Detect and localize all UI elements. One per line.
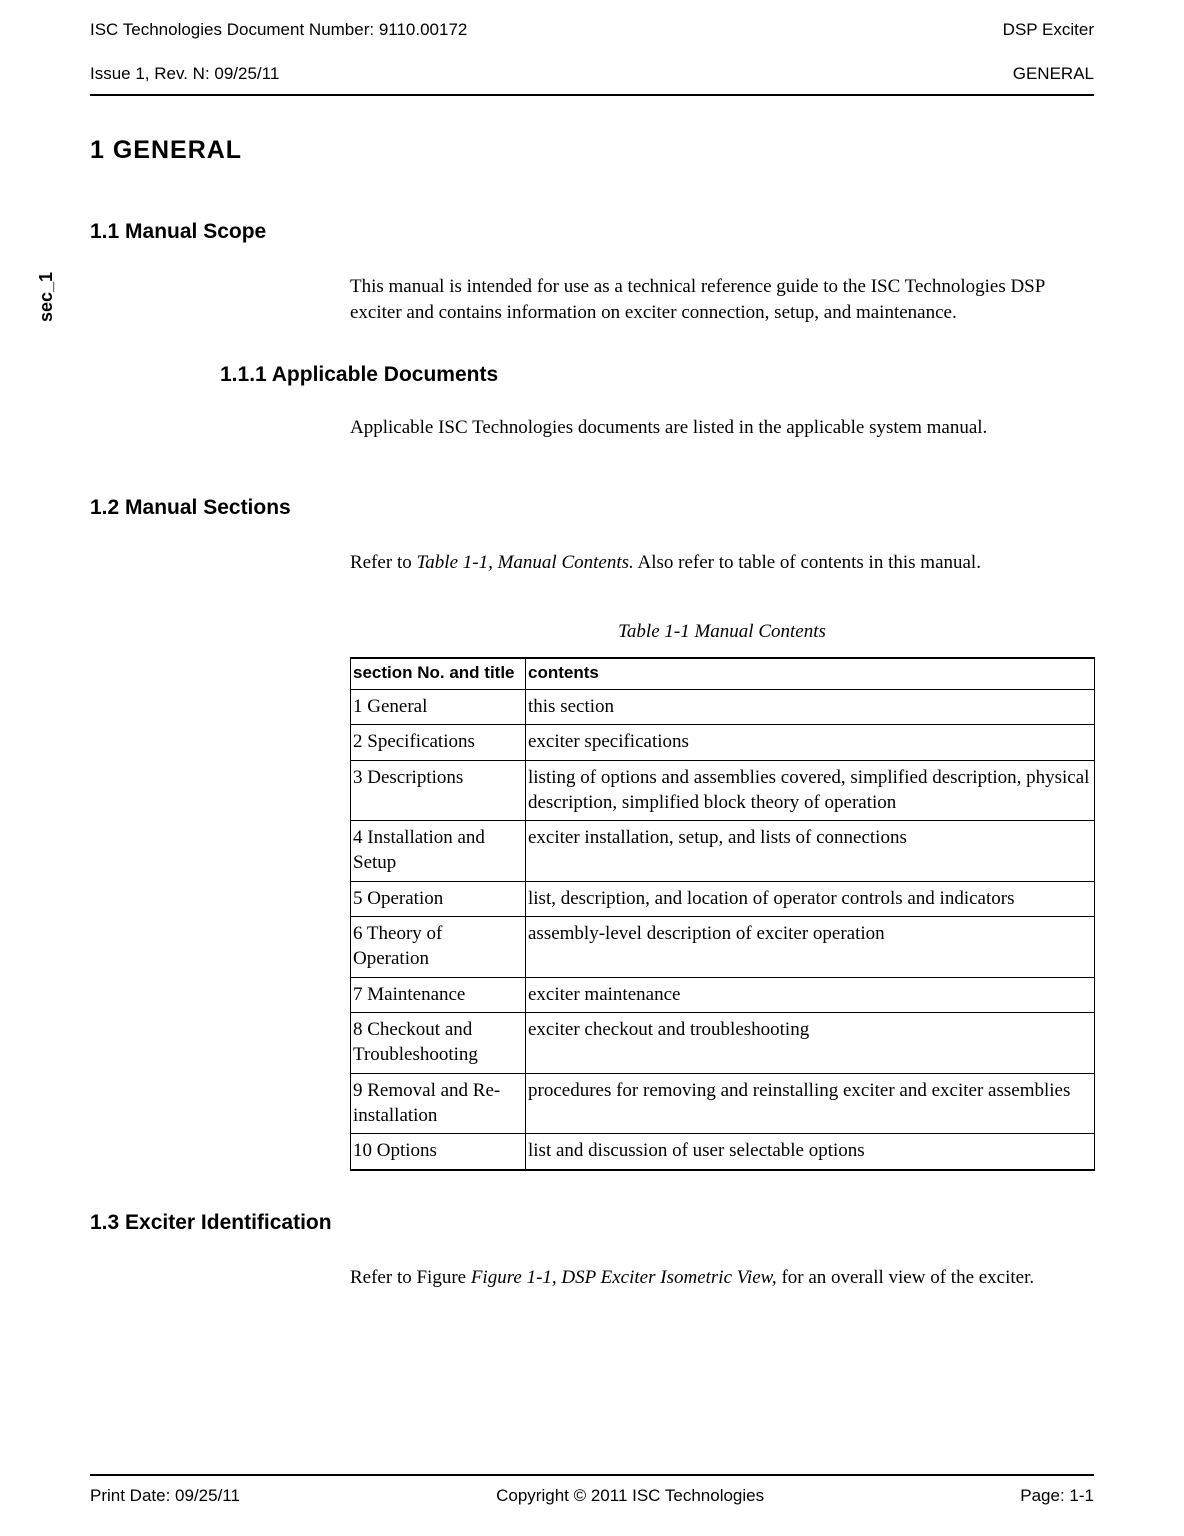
footer-page-number: Page: 1-1 bbox=[1020, 1486, 1094, 1506]
heading-1-3: 1.3 Exciter Identification bbox=[90, 1211, 1094, 1235]
cell-contents: listing of options and assemblies covere… bbox=[526, 760, 1095, 820]
table-caption: Table 1-1 Manual Contents bbox=[350, 621, 1094, 643]
cell-contents: list, description, and location of opera… bbox=[526, 881, 1095, 917]
cell-contents: assembly-level description of exciter op… bbox=[526, 917, 1095, 977]
col-header-section: section No. and title bbox=[351, 658, 526, 690]
table-row: 3 Descriptionslisting of options and ass… bbox=[351, 760, 1095, 820]
body-1-2-post: Also refer to table of contents in this … bbox=[634, 552, 981, 573]
heading-1-1: 1.1 Manual Scope bbox=[90, 220, 1094, 244]
page-footer: Print Date: 09/25/11 Copyright © 2011 IS… bbox=[90, 1474, 1094, 1506]
heading-1-2: 1.2 Manual Sections bbox=[90, 496, 1094, 520]
cell-contents: exciter maintenance bbox=[526, 977, 1095, 1013]
issue-rev: Issue 1, Rev. N: 09/25/11 bbox=[90, 64, 279, 84]
doc-number: ISC Technologies Document Number: 9110.0… bbox=[90, 20, 467, 40]
body-1-3-post: for an overall view of the exciter. bbox=[777, 1267, 1034, 1288]
cell-section: 8 Checkout and Troubleshooting bbox=[351, 1013, 526, 1073]
table-row: 1 Generalthis section bbox=[351, 689, 1095, 725]
manual-contents-table: section No. and title contents 1 General… bbox=[350, 657, 1095, 1171]
body-1-1: This manual is intended for use as a tec… bbox=[350, 274, 1094, 325]
section-header-name: GENERAL bbox=[1013, 64, 1094, 84]
cell-section: 6 Theory of Operation bbox=[351, 917, 526, 977]
table-row: 9 Removal and Re-installationprocedures … bbox=[351, 1073, 1095, 1133]
cell-section: 7 Maintenance bbox=[351, 977, 526, 1013]
col-header-contents: contents bbox=[526, 658, 1095, 690]
body-1-2-pre: Refer to bbox=[350, 552, 416, 573]
cell-contents: exciter installation, setup, and lists o… bbox=[526, 821, 1095, 881]
header-row-1: ISC Technologies Document Number: 9110.0… bbox=[90, 20, 1094, 46]
cell-section: 2 Specifications bbox=[351, 725, 526, 761]
cell-section: 3 Descriptions bbox=[351, 760, 526, 820]
table-row: 8 Checkout and Troubleshootingexciter ch… bbox=[351, 1013, 1095, 1073]
table-row: 6 Theory of Operationassembly-level desc… bbox=[351, 917, 1095, 977]
cell-section: 5 Operation bbox=[351, 881, 526, 917]
footer-copyright: Copyright © 2011 ISC Technologies bbox=[496, 1486, 764, 1506]
header-row-2: Issue 1, Rev. N: 09/25/11 GENERAL bbox=[90, 46, 1094, 96]
cell-contents: this section bbox=[526, 689, 1095, 725]
body-1-1-1: Applicable ISC Technologies documents ar… bbox=[350, 415, 1094, 441]
cell-contents: procedures for removing and reinstalling… bbox=[526, 1073, 1095, 1133]
table-ref-1-1: Table 1-1, Manual Contents. bbox=[416, 552, 633, 573]
cell-section: 10 Options bbox=[351, 1134, 526, 1170]
footer-print-date: Print Date: 09/25/11 bbox=[90, 1486, 240, 1506]
table-row: 5 Operationlist, description, and locati… bbox=[351, 881, 1095, 917]
cell-section: 1 General bbox=[351, 689, 526, 725]
heading-1-1-1: 1.1.1 Applicable Documents bbox=[220, 363, 1094, 387]
figure-ref-1-1: Figure 1-1, DSP Exciter Isometric View, bbox=[471, 1267, 777, 1288]
body-1-2: Refer to Table 1-1, Manual Contents. Als… bbox=[350, 550, 1094, 576]
table-header-row: section No. and title contents bbox=[351, 658, 1095, 690]
cell-section: 9 Removal and Re-installation bbox=[351, 1073, 526, 1133]
body-1-3: Refer to Figure Figure 1-1, DSP Exciter … bbox=[350, 1265, 1094, 1291]
cell-contents: list and discussion of user selectable o… bbox=[526, 1134, 1095, 1170]
table-row: 7 Maintenanceexciter maintenance bbox=[351, 977, 1095, 1013]
heading-1-general: 1 GENERAL bbox=[90, 136, 1094, 165]
table-row: 2 Specificationsexciter specifications bbox=[351, 725, 1095, 761]
cell-section: 4 Installation and Setup bbox=[351, 821, 526, 881]
product-name: DSP Exciter bbox=[1003, 20, 1094, 40]
body-1-3-pre: Refer to Figure bbox=[350, 1267, 471, 1288]
cell-contents: exciter specifications bbox=[526, 725, 1095, 761]
cell-contents: exciter checkout and troubleshooting bbox=[526, 1013, 1095, 1073]
table-row: 4 Installation and Setupexciter installa… bbox=[351, 821, 1095, 881]
side-tag: sec_1 bbox=[36, 272, 57, 322]
page-container: ISC Technologies Document Number: 9110.0… bbox=[0, 0, 1184, 1536]
table-row: 10 Optionslist and discussion of user se… bbox=[351, 1134, 1095, 1170]
